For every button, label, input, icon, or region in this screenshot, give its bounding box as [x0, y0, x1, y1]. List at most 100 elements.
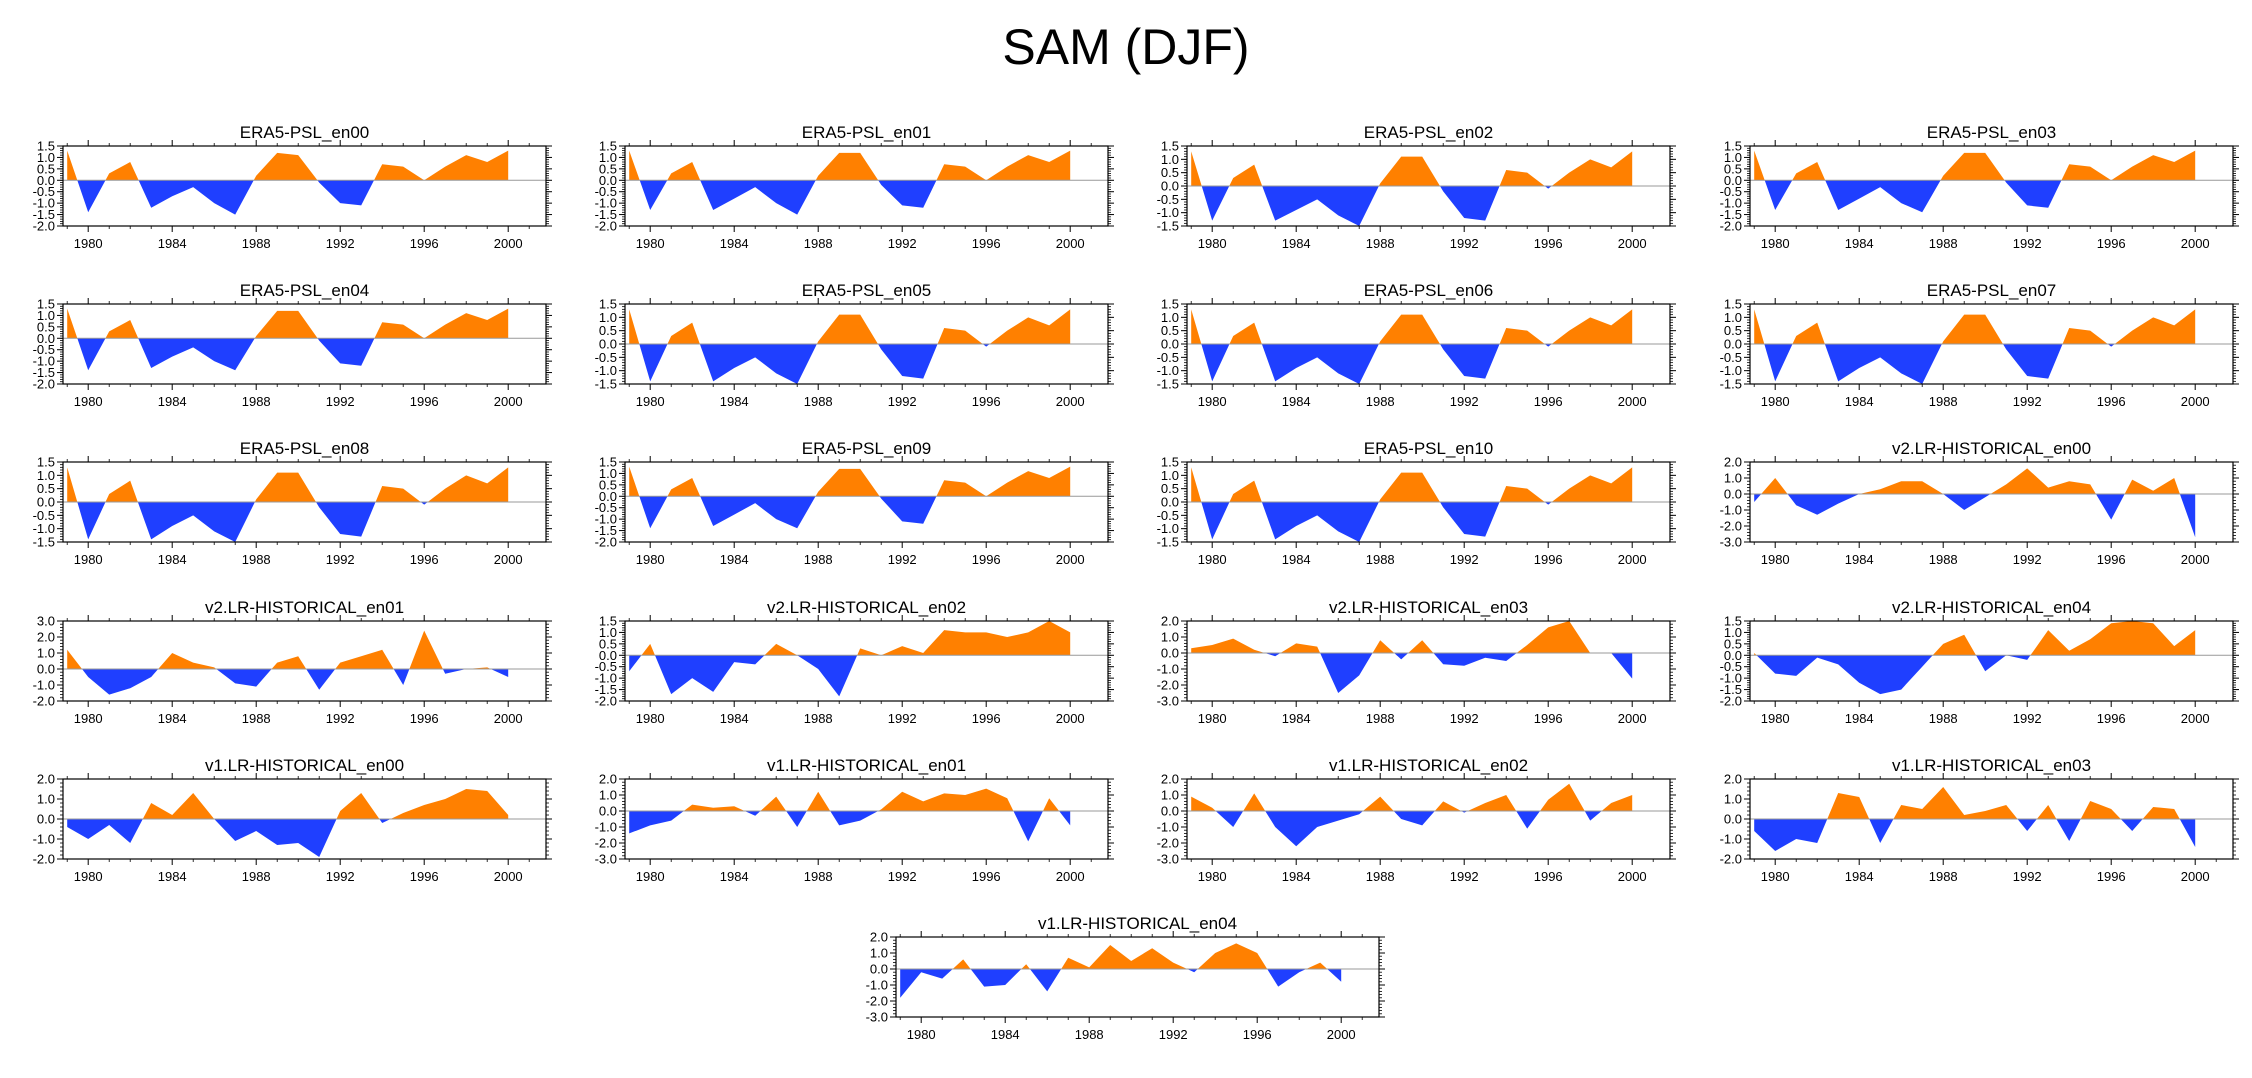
positive-anomaly-area: [67, 308, 509, 339]
y-tick-label: -1.0: [595, 512, 617, 527]
negative-anomaly-area: [1754, 494, 2196, 538]
x-tick-label: 2000: [1056, 552, 1085, 567]
y-tick-label: -2.0: [33, 219, 55, 234]
x-tick-label: 1984: [158, 236, 187, 251]
x-tick-label: 1984: [1845, 711, 1874, 726]
panel-18: v1.LR-HISTORICAL_en02-3.0-2.0-1.00.01.02…: [1157, 756, 1676, 884]
y-tick-label: -1.5: [33, 365, 55, 380]
y-tick-label: -1.0: [1720, 671, 1742, 686]
y-tick-label: -2.0: [33, 852, 55, 867]
panel-11: v2.LR-HISTORICAL_en00-3.0-2.0-1.00.01.02…: [1720, 439, 2239, 567]
x-tick-label: 1988: [804, 552, 833, 567]
panel-title: ERA5-PSL_en01: [802, 123, 931, 142]
positive-anomaly-area: [629, 150, 1071, 181]
x-tick-label: 1996: [1534, 869, 1563, 884]
y-tick-label: -1.5: [1720, 682, 1742, 697]
y-tick-label: 0.0: [37, 495, 55, 510]
x-tick-label: 1992: [1450, 236, 1479, 251]
y-tick-label: 0.0: [1161, 646, 1179, 661]
x-tick-label: 1984: [720, 869, 749, 884]
panel-title: ERA5-PSL_en02: [1364, 123, 1493, 142]
panel-title: ERA5-PSL_en03: [1927, 123, 2056, 142]
y-tick-label: 1.0: [599, 310, 617, 325]
y-tick-label: 1.0: [37, 468, 55, 483]
positive-anomaly-area: [1191, 621, 1612, 653]
x-tick-label: 2000: [1618, 552, 1647, 567]
y-tick-label: -1.0: [595, 671, 617, 686]
y-tick-label: -0.5: [595, 500, 617, 515]
x-tick-label: 2000: [1056, 394, 1085, 409]
panel-14: v2.LR-HISTORICAL_en03-3.0-2.0-1.00.01.02…: [1157, 598, 1676, 726]
panel-title: v1.LR-HISTORICAL_en00: [205, 756, 404, 775]
x-tick-label: 1996: [972, 236, 1001, 251]
x-tick-label: 1984: [720, 711, 749, 726]
panel-7: ERA5-PSL_en07 -1.5-1.0-0.50.00.51.01.5 198…: [1720, 281, 2239, 409]
x-tick-label: 1992: [1450, 869, 1479, 884]
x-tick-label: 1988: [242, 394, 271, 409]
negative-anomaly-area: [1201, 186, 1552, 226]
x-tick-label: 1992: [2013, 869, 2042, 884]
negative-anomaly-area: [77, 502, 428, 542]
y-tick-label: 1.5: [599, 297, 617, 312]
panel-5: ERA5-PSL_en05 -1.5-1.0-0.50.00.51.01.5 198…: [595, 281, 1114, 409]
y-tick-label: -2.0: [1157, 678, 1179, 693]
x-tick-label: 2000: [494, 869, 523, 884]
positive-anomaly-area: [1754, 309, 2196, 344]
negative-anomaly-area: [1264, 653, 1633, 693]
y-tick-label: -2.0: [1720, 219, 1742, 234]
x-tick-label: 1980: [1198, 236, 1227, 251]
plot-frame: [62, 145, 547, 227]
x-tick-label: 1988: [1929, 711, 1958, 726]
y-tick-label: 1.5: [1724, 614, 1742, 629]
y-tick-label: -3.0: [595, 852, 617, 867]
y-tick-label: -0.5: [1720, 350, 1742, 365]
y-tick-label: 1.0: [599, 150, 617, 165]
x-tick-label: 1984: [720, 394, 749, 409]
y-tick-label: 1.0: [599, 788, 617, 803]
x-tick-label: 1996: [410, 394, 439, 409]
y-tick-label: 1.0: [1161, 468, 1179, 483]
y-tick-label: 2.0: [599, 772, 617, 787]
panel-title: v2.LR-HISTORICAL_en00: [1892, 439, 2091, 458]
x-tick-label: 1988: [1366, 394, 1395, 409]
panel-title: ERA5-PSL_en00: [240, 123, 369, 142]
y-tick-label: -1.5: [33, 207, 55, 222]
plot-frame: [1186, 778, 1671, 860]
x-tick-label: 1988: [1929, 869, 1958, 884]
y-tick-label: 1.5: [1724, 139, 1742, 154]
x-tick-label: 1984: [158, 711, 187, 726]
y-tick-label: -0.5: [595, 659, 617, 674]
positive-anomaly-area: [1191, 309, 1633, 344]
plot-frame: [62, 620, 547, 702]
positive-anomaly-area: [1827, 787, 2180, 819]
plot-frame: [624, 145, 1109, 227]
y-tick-label: -0.5: [1720, 184, 1742, 199]
y-tick-label: -1.5: [1157, 219, 1179, 234]
y-tick-label: 1.0: [1161, 152, 1179, 167]
panel-9: ERA5-PSL_en09 -2.0-1.5-1.0-0.50.00.51.01.…: [595, 439, 1114, 567]
positive-anomaly-area: [1191, 151, 1633, 186]
y-tick-label: -0.5: [33, 184, 55, 199]
x-tick-label: 1996: [2097, 869, 2126, 884]
x-tick-label: 1996: [1534, 394, 1563, 409]
negative-anomaly-area: [639, 344, 990, 384]
y-tick-label: 1.0: [1161, 310, 1179, 325]
x-tick-label: 1988: [1366, 869, 1395, 884]
y-tick-label: 1.0: [1161, 630, 1179, 645]
y-tick-label: 2.0: [1161, 614, 1179, 629]
x-tick-label: 1996: [410, 869, 439, 884]
negative-anomaly-area: [900, 969, 1342, 998]
y-tick-label: -1.0: [1157, 662, 1179, 677]
y-tick-label: -0.5: [595, 350, 617, 365]
x-tick-label: 1992: [1450, 552, 1479, 567]
x-tick-label: 1980: [1761, 869, 1790, 884]
x-tick-label: 1980: [636, 711, 665, 726]
panel-17: v1.LR-HISTORICAL_en01-3.0-2.0-1.00.01.02…: [595, 756, 1114, 884]
x-tick-label: 1980: [1761, 236, 1790, 251]
x-tick-label: 1984: [1282, 394, 1311, 409]
x-tick-label: 1996: [972, 394, 1001, 409]
y-tick-label: 1.0: [37, 308, 55, 323]
panel-title: v2.LR-HISTORICAL_en03: [1329, 598, 1528, 617]
x-tick-label: 1984: [1845, 236, 1874, 251]
positive-anomaly-area: [952, 943, 1328, 969]
